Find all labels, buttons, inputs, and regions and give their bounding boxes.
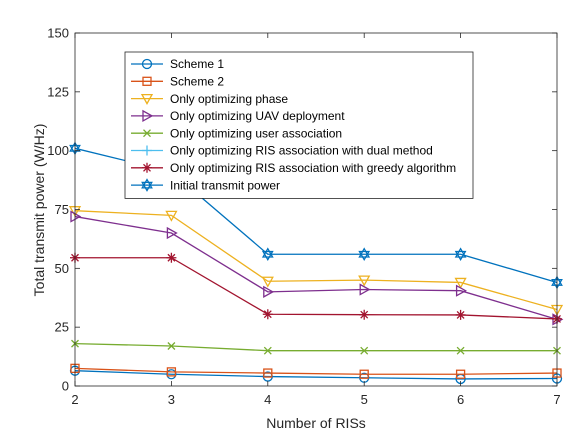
x-tick-label: 7: [553, 392, 560, 407]
data-point: [359, 283, 371, 296]
series-4: [70, 210, 564, 326]
data-point: [358, 275, 371, 287]
legend-entry: Scheme 1: [131, 57, 224, 71]
data-point: [358, 250, 371, 262]
data-point: [166, 226, 178, 240]
series-line: [74, 370, 558, 380]
legend-entry: Only optimizing phase: [131, 92, 288, 106]
data-point: [141, 181, 153, 192]
y-tick-label: 50: [55, 261, 69, 276]
data-point: [359, 369, 369, 379]
legend-entry: Initial transmit power: [131, 178, 280, 192]
series-line: [74, 367, 558, 375]
x-tick-label: 2: [71, 392, 78, 407]
data-point: [166, 252, 177, 263]
data-point: [70, 210, 82, 223]
data-point: [261, 276, 274, 288]
x-axis-label: Number of RISs: [266, 415, 366, 431]
data-point: [166, 367, 177, 377]
series-line: [74, 342, 557, 352]
series-line: [75, 257, 558, 320]
y-tick-label: 150: [47, 26, 69, 41]
legend-entry: Only optimizing user association: [131, 126, 342, 140]
y-tick-label: 125: [47, 84, 69, 99]
legend-label: Only optimizing UAV deployment: [170, 109, 345, 123]
data-point: [141, 178, 153, 189]
data-point: [262, 309, 273, 320]
legend-label: Scheme 2: [170, 75, 224, 89]
data-point: [263, 368, 273, 378]
data-point: [455, 309, 466, 320]
data-point: [142, 162, 152, 173]
data-point: [142, 76, 152, 86]
series-line: [74, 210, 558, 311]
data-point: [263, 346, 272, 355]
data-point: [454, 247, 467, 258]
legend-entry: Only optimizing RIS association with dua…: [131, 144, 433, 158]
y-tick-label: 0: [62, 379, 69, 394]
data-point: [455, 284, 467, 297]
data-point: [261, 247, 274, 258]
legend-box: [124, 51, 474, 199]
legend: Scheme 1 Scheme 2 Only optimizing phase Onl…: [124, 51, 474, 199]
data-point: [142, 145, 152, 156]
legend-entry: Only optimizing UAV deployment: [131, 109, 345, 123]
y-tick-label: 75: [55, 202, 69, 217]
data-point: [142, 109, 154, 123]
data-point: [141, 58, 153, 70]
x-tick-label: 5: [361, 392, 368, 407]
data-point: [454, 250, 467, 262]
legend-entry: Scheme 2: [131, 75, 224, 89]
data-point: [358, 247, 371, 258]
legend-label: Only optimizing user association: [170, 126, 342, 140]
legend-label: Only optimizing RIS association with dua…: [170, 144, 433, 158]
data-point: [167, 342, 176, 350]
series-5: [71, 339, 561, 355]
data-point: [360, 346, 369, 355]
data-point: [263, 285, 275, 298]
data-point: [261, 250, 274, 262]
series-3: [68, 206, 564, 316]
data-point: [455, 369, 466, 379]
x-tick-label: 4: [264, 392, 271, 407]
data-point: [454, 277, 467, 289]
series-line: [74, 215, 558, 321]
legend-label: Only optimizing RIS association with gre…: [170, 161, 456, 175]
legend-label: Only optimizing phase: [170, 92, 288, 106]
data-point: [359, 309, 370, 320]
y-tick-label: 100: [47, 143, 69, 158]
data-point: [456, 346, 465, 355]
legend-entry: Only optimizing RIS association with gre…: [131, 161, 456, 175]
data-point: [165, 210, 178, 222]
x-tick-label: 3: [168, 392, 175, 407]
y-tick-label: 25: [55, 320, 69, 335]
legend-label: Scheme 1: [170, 57, 224, 71]
y-axis-label: Total transmit power (W/Hz): [31, 124, 47, 297]
data-point: [140, 93, 154, 105]
legend-label: Initial transmit power: [170, 178, 280, 192]
data-point: [143, 129, 151, 138]
x-tick-label: 6: [457, 392, 464, 407]
